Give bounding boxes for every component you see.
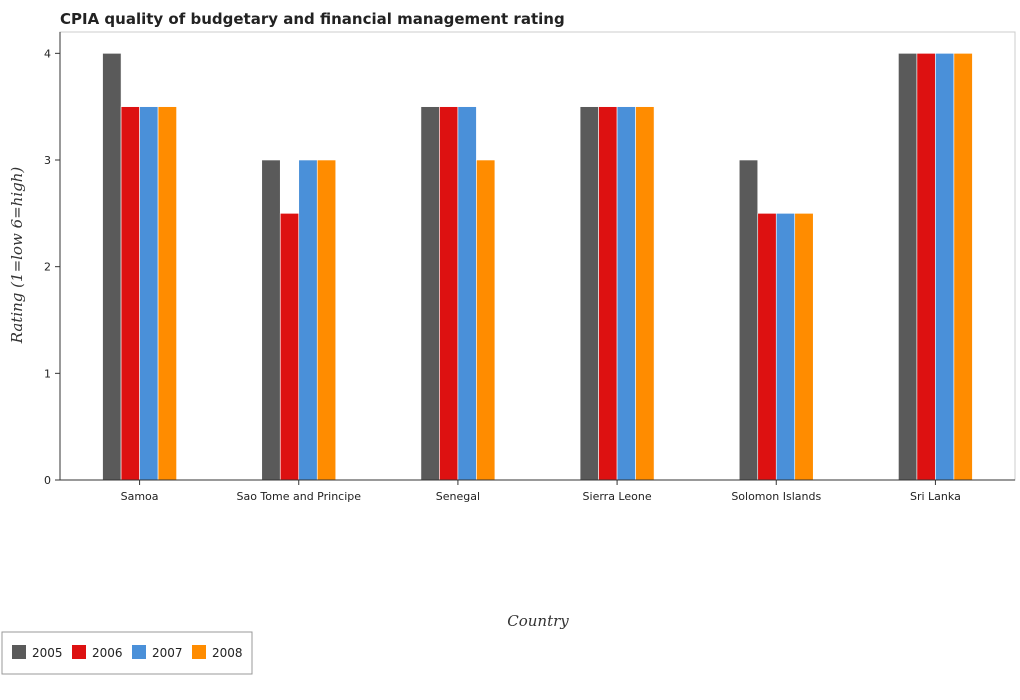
bar-2008-sao-tome-and-principe — [316, 159, 337, 481]
bar-2006-samoa — [120, 106, 140, 481]
bar-2007-sierra-leone — [616, 106, 636, 481]
bar-2005-senegal — [420, 106, 440, 481]
y-tick-label: 4 — [44, 47, 51, 60]
bar-2007-sri-lanka — [935, 53, 955, 481]
bar-2005-sri-lanka — [898, 53, 918, 481]
bars-layer — [102, 53, 973, 481]
legend-box — [1, 631, 253, 675]
x-tick-label: Senegal — [436, 490, 480, 503]
bar-2006-sierra-leone — [598, 106, 618, 481]
plot-border — [59, 31, 1016, 481]
x-tick-label: Sao Tome and Principe — [236, 490, 361, 503]
legend-swatch-2007 — [132, 645, 146, 659]
legend: 2005 2006 2007 2008 — [1, 631, 253, 675]
bar-2008-sri-lanka — [953, 53, 973, 481]
y-axis: 0 1 2 3 4 — [44, 32, 61, 487]
y-tick-label: 2 — [44, 261, 51, 274]
bar-2006-sri-lanka — [916, 53, 936, 481]
bar-2006-sao-tome-and-principe — [279, 213, 300, 481]
bar-2007-samoa — [139, 106, 159, 481]
x-tick-label: Samoa — [121, 490, 159, 503]
legend-label-2007: 2007 — [152, 646, 183, 660]
x-tick-label: Sri Lanka — [910, 490, 961, 503]
bar-2005-solomon-islands — [738, 159, 759, 481]
bar-2007-sao-tome-and-principe — [298, 159, 318, 481]
bar-2007-senegal — [457, 106, 477, 481]
legend-label-2006: 2006 — [92, 646, 123, 660]
x-axis: Samoa Sao Tome and Principe Senegal Sierra … — [60, 479, 1015, 503]
y-tick-label: 1 — [44, 367, 51, 380]
y-tick-label: 3 — [44, 154, 51, 167]
x-tick-label: Solomon Islands — [731, 490, 821, 503]
bar-2006-solomon-islands — [757, 213, 777, 481]
x-axis-title: Country — [507, 612, 569, 630]
bar-2005-samoa — [102, 53, 122, 481]
bar-2008-samoa — [157, 106, 177, 481]
bar-2008-senegal — [476, 159, 496, 481]
legend-swatch-2008 — [192, 645, 206, 659]
plot-area — [59, 31, 1016, 481]
x-tick-label: Sierra Leone — [583, 490, 652, 503]
bar-2005-sierra-leone — [579, 106, 599, 481]
bar-2008-sierra-leone — [635, 106, 655, 481]
bar-2008-solomon-islands — [794, 213, 814, 481]
legend-label-2008: 2008 — [212, 646, 243, 660]
chart-title: CPIA quality of budgetary and financial … — [60, 10, 565, 28]
legend-swatch-2006 — [72, 645, 86, 659]
y-axis-title: Rating (1=low 6=high) — [8, 167, 26, 345]
bar-2005-sao-tome-and-principe — [261, 159, 281, 481]
bar-2006-senegal — [439, 106, 459, 481]
y-tick-label: 0 — [44, 474, 51, 487]
legend-swatch-2005 — [12, 645, 26, 659]
bar-2007-solomon-islands — [775, 213, 796, 481]
legend-label-2005: 2005 — [32, 646, 63, 660]
